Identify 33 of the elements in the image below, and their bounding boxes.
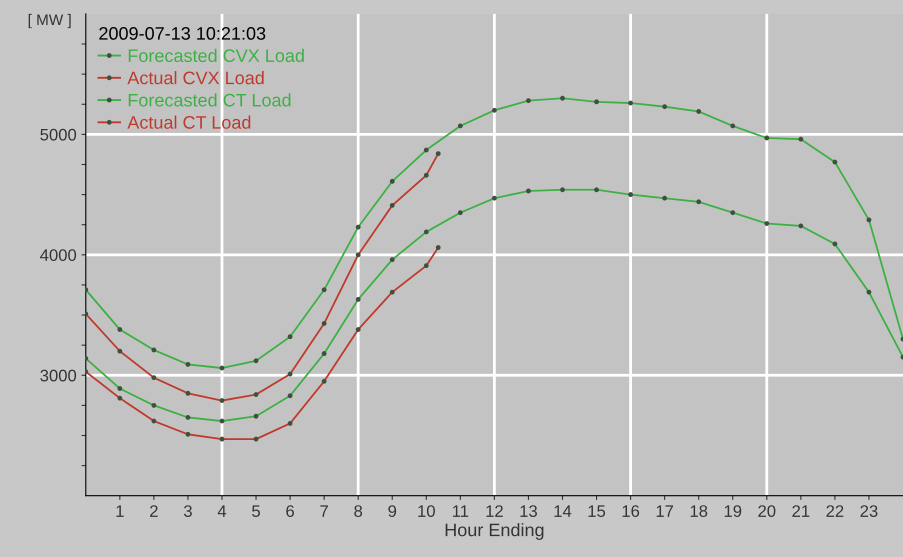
x-tick-label: 4 xyxy=(218,505,226,517)
x-tick-label: 18 xyxy=(690,505,708,517)
x-axis-title: Hour Ending xyxy=(446,523,544,540)
x-tick-label: 2 xyxy=(150,505,158,517)
x-tick-label: 21 xyxy=(792,505,810,517)
x-tick-label: 6 xyxy=(286,505,294,517)
x-tick-label: 19 xyxy=(724,505,742,517)
y-tick-label: 5000 xyxy=(40,128,76,141)
x-tick-label: 12 xyxy=(486,505,503,517)
y-tick-label: 4000 xyxy=(40,249,76,262)
x-tick-label: 8 xyxy=(354,505,362,517)
x-tick-label: 23 xyxy=(860,505,878,517)
x-tick-label: 22 xyxy=(826,505,844,517)
legend-label: Actual CT Load xyxy=(127,116,250,129)
x-tick-label: 3 xyxy=(184,505,192,517)
x-tick-label: 7 xyxy=(320,505,328,517)
y-axis-title: [ MW ] xyxy=(28,14,71,28)
legend-label: Actual CVX Load xyxy=(127,71,264,84)
y-tick-label: 3000 xyxy=(40,370,76,382)
legend-label: Forecasted CT Load xyxy=(128,93,290,107)
x-tick-label: 13 xyxy=(520,505,537,517)
x-tick-label: 5 xyxy=(252,505,260,517)
x-tick-label: 1 xyxy=(116,505,124,517)
x-tick-label: 20 xyxy=(758,505,776,517)
legend-title: 2009-07-13 10:21:03 xyxy=(99,27,266,40)
x-tick-label: 15 xyxy=(588,505,606,517)
x-tick-label: 10 xyxy=(418,505,435,517)
x-tick-label: 14 xyxy=(554,505,572,517)
x-tick-label: 17 xyxy=(656,505,674,517)
x-tick-label: 9 xyxy=(388,505,396,517)
x-tick-label: 11 xyxy=(452,505,468,517)
x-tick-label: 16 xyxy=(622,505,640,517)
legend-label: Forecasted CVX Load xyxy=(128,48,304,62)
